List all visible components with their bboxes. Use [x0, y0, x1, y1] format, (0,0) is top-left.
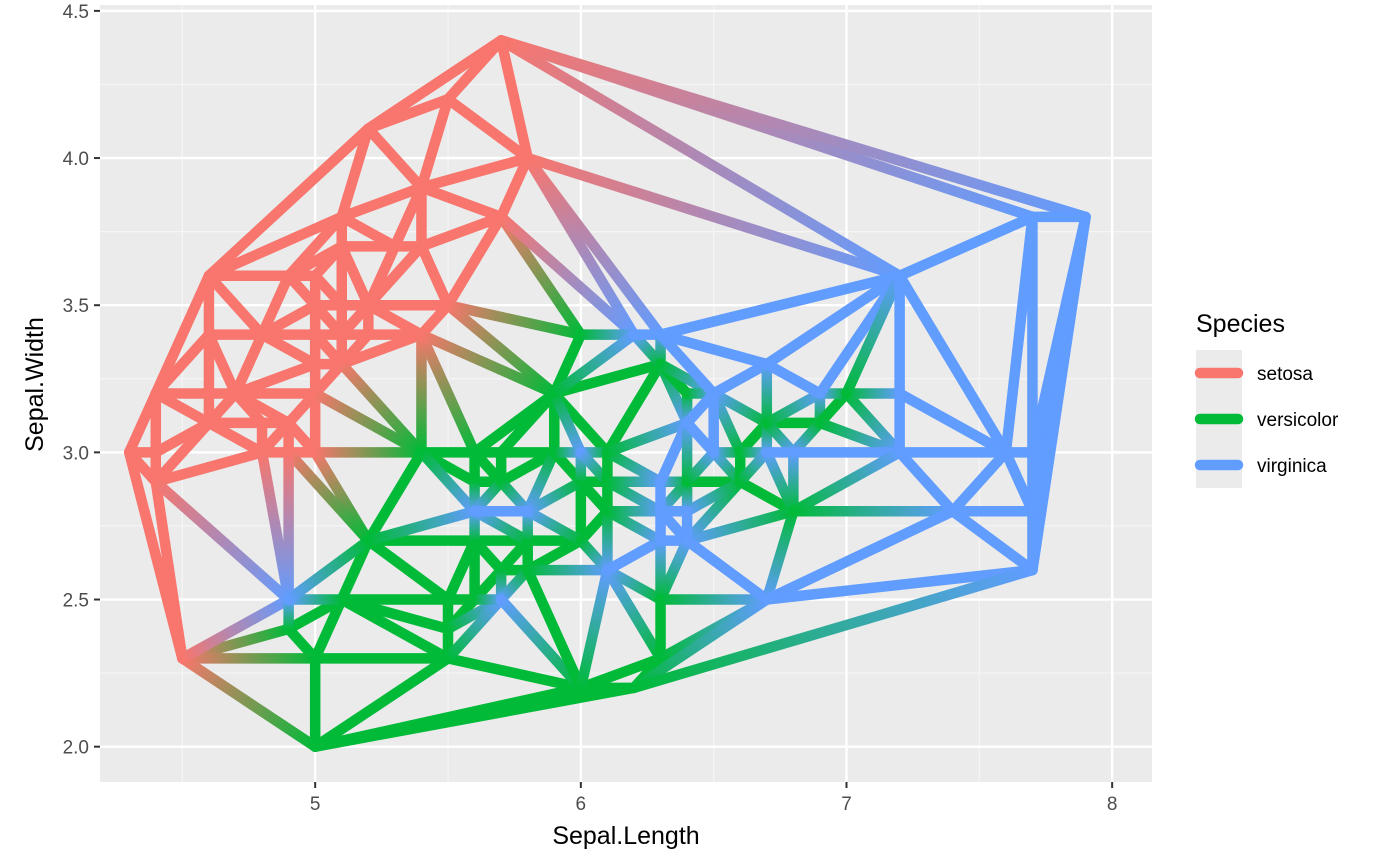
y-axis: 2.0 2.5 3.0 3.5 4.0 4.5	[63, 2, 100, 759]
x-axis: 5 6 7 8	[310, 782, 1118, 815]
x-axis-title: Sepal.Length	[552, 822, 699, 850]
y-axis-title: Sepal.Width	[21, 317, 49, 452]
y-tick-label: 4.5	[63, 2, 89, 23]
y-tick-label: 4.0	[63, 149, 89, 170]
legend-title: Species	[1196, 310, 1285, 338]
y-tick-label: 2.5	[63, 591, 89, 612]
x-tick-label: 5	[310, 794, 321, 815]
legend-label-setosa: setosa	[1257, 364, 1313, 385]
x-tick-label: 7	[841, 794, 852, 815]
legend-label-versicolor: versicolor	[1257, 410, 1339, 431]
legend-label-virginica: virginica	[1257, 456, 1327, 477]
legend: Species setosa versicolor virginica	[1196, 310, 1339, 488]
y-tick-label: 2.0	[63, 738, 89, 759]
y-tick-label: 3.5	[63, 296, 89, 317]
x-tick-label: 8	[1107, 794, 1118, 815]
y-tick-label: 3.0	[63, 443, 89, 464]
x-tick-label: 6	[576, 794, 587, 815]
